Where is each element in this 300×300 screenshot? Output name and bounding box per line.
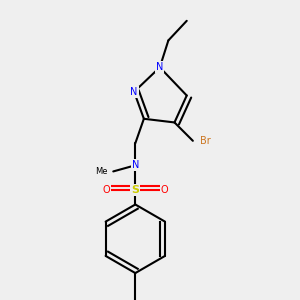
Text: Me: Me <box>94 167 107 176</box>
Text: O: O <box>161 185 169 195</box>
Text: N: N <box>132 160 139 170</box>
Text: S: S <box>131 185 139 195</box>
Text: N: N <box>156 62 164 72</box>
Text: Br: Br <box>200 136 211 146</box>
Text: O: O <box>102 185 110 195</box>
Text: N: N <box>130 87 138 97</box>
